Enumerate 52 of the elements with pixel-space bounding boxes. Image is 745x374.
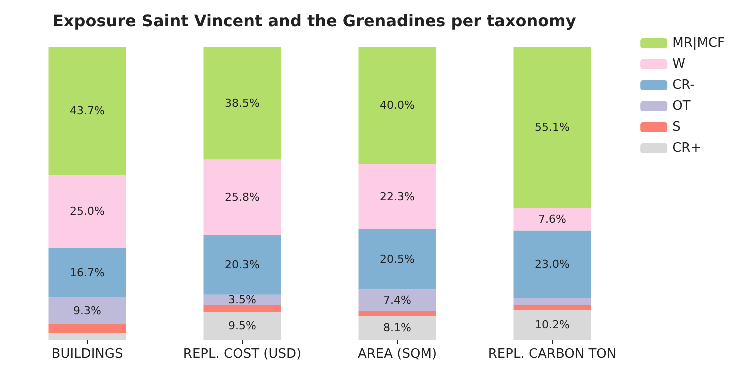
data-label: 3.5% — [228, 294, 256, 307]
data-label: 25.0% — [70, 205, 105, 218]
bar — [358, 230, 436, 290]
data-label: 9.5% — [228, 320, 256, 333]
x-tick-label: BUILDINGS — [52, 347, 124, 362]
data-label: 22.3% — [380, 190, 415, 204]
chart-title: Exposure Saint Vincent and the Grenadines per taxonomy — [53, 12, 577, 30]
bar — [514, 310, 592, 340]
bar — [514, 208, 592, 231]
bar — [48, 175, 126, 248]
bar — [48, 248, 126, 298]
bar — [514, 298, 592, 306]
data-label: 43.7% — [70, 104, 105, 118]
bar — [204, 160, 282, 236]
data-label: 9.3% — [74, 304, 102, 318]
bar — [514, 305, 592, 310]
x-tick-label: AREA (SQM) — [358, 347, 438, 362]
legend-label: S — [672, 120, 681, 135]
data-label: 7.6% — [538, 213, 566, 226]
data-label: 8.1% — [384, 322, 412, 335]
bar — [514, 47, 592, 208]
bar — [48, 332, 126, 340]
legend-label: MR|MCF — [672, 36, 726, 51]
legend-label: CR+ — [672, 141, 702, 156]
legend-label: CR- — [672, 78, 696, 93]
data-label: 25.8% — [225, 191, 260, 204]
bar — [358, 47, 436, 164]
data-label: 10.2% — [535, 318, 570, 332]
data-label: 16.7% — [70, 266, 105, 280]
data-label: 20.5% — [380, 253, 415, 266]
legend-label: OT — [672, 99, 691, 114]
bar — [48, 297, 126, 324]
bar — [204, 235, 282, 295]
bar — [204, 312, 282, 340]
legend-label: W — [672, 57, 686, 72]
bar — [358, 311, 436, 316]
data-label: 55.1% — [535, 121, 570, 134]
data-label: 20.3% — [225, 258, 260, 272]
bar — [358, 164, 436, 230]
bar — [48, 47, 126, 176]
bar — [358, 316, 436, 340]
bar — [514, 230, 592, 298]
bar — [204, 47, 282, 160]
data-label: 23.0% — [535, 258, 570, 271]
data-label: 7.4% — [384, 294, 412, 307]
data-label: 40.0% — [380, 99, 415, 112]
x-tick-label: REPL. COST (USD) — [183, 347, 302, 362]
data-label: 38.5% — [225, 96, 260, 110]
bar — [204, 305, 282, 312]
bar — [358, 290, 436, 312]
bar — [48, 324, 126, 333]
x-tick-label: REPL. CARBON TON — [488, 347, 617, 362]
